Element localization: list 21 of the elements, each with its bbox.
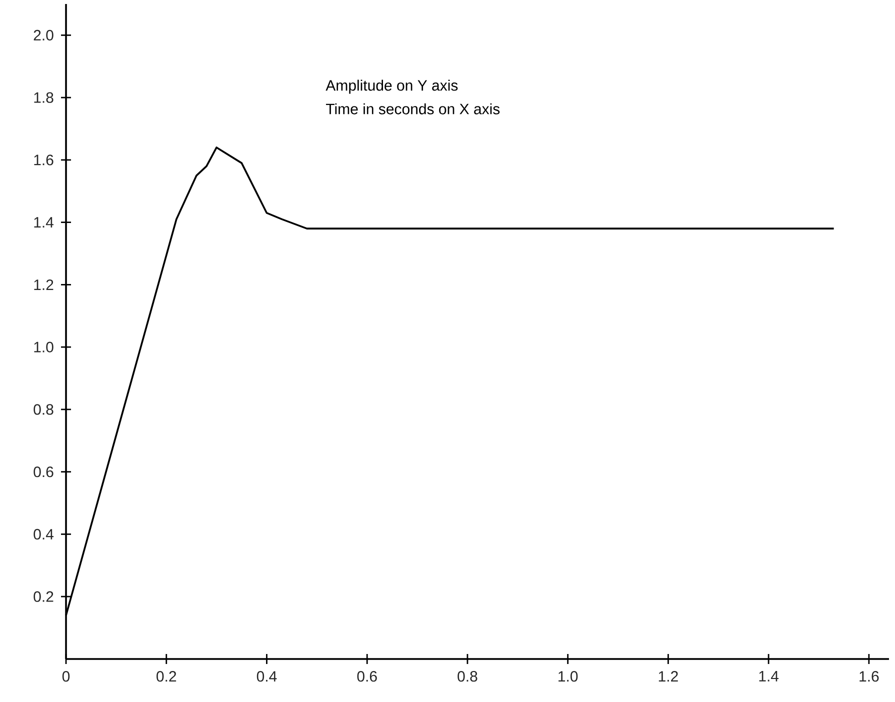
x-tick-label: 0.2 bbox=[156, 671, 176, 682]
y-tick-label: 1.6 bbox=[34, 154, 54, 166]
x-tick-label: 1.2 bbox=[658, 671, 678, 682]
x-tick-label: 1.6 bbox=[860, 671, 879, 682]
x-tick-label: 0 bbox=[62, 671, 70, 682]
y-tick-label: 0.8 bbox=[34, 404, 54, 415]
x-tick-label: 0.8 bbox=[458, 671, 478, 682]
y-tick-label: 0.6 bbox=[34, 466, 54, 478]
y-tick-label: 1.2 bbox=[34, 279, 54, 290]
y-tick-label: 2.0 bbox=[34, 30, 54, 41]
y-tick-label: 1.0 bbox=[34, 342, 54, 352]
y-tick-label: 0.2 bbox=[34, 591, 54, 602]
annotation: Amplitude on Y axis bbox=[326, 80, 458, 94]
y-tick-label: 1.4 bbox=[34, 217, 54, 228]
x-tick-label: 0.6 bbox=[357, 671, 377, 682]
x-tick-label: 0.4 bbox=[256, 671, 277, 682]
y-tick-label: 0.4 bbox=[34, 528, 54, 540]
annotation: Time in seconds on X axis bbox=[326, 103, 500, 114]
x-tick-label: 1.4 bbox=[759, 671, 779, 682]
x-tick-label: 1.0 bbox=[558, 671, 578, 682]
y-tick-label: 1.8 bbox=[34, 92, 54, 103]
